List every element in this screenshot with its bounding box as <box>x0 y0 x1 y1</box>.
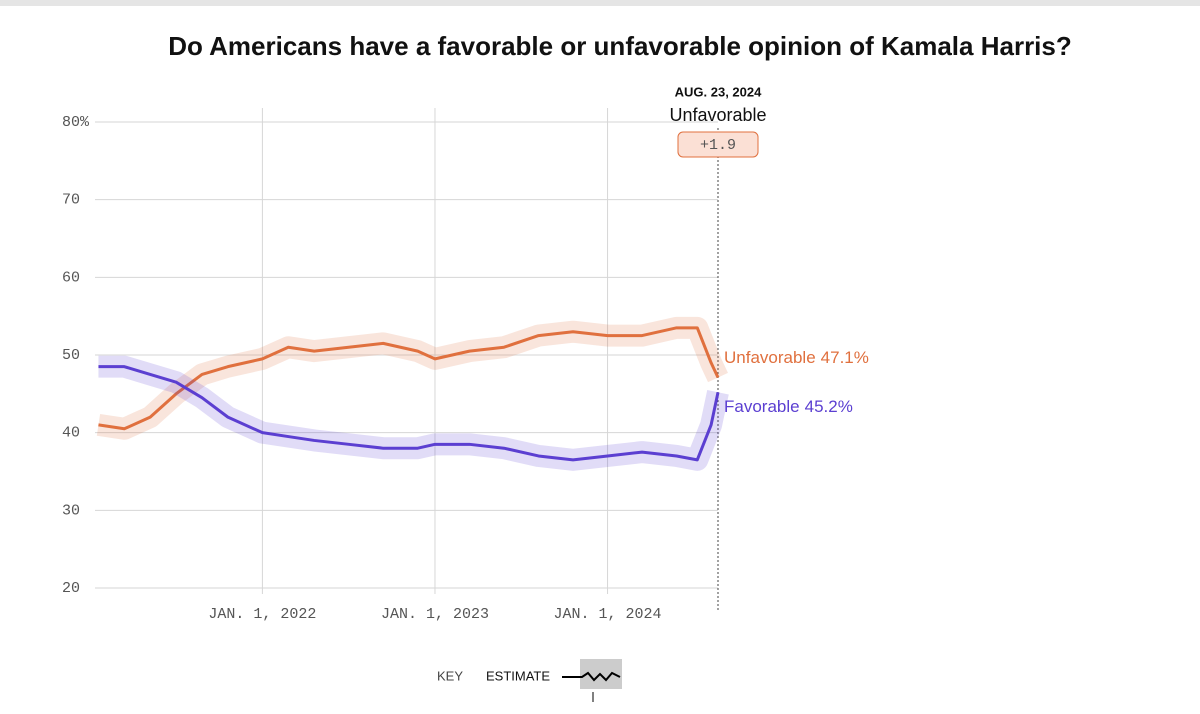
key-label: ESTIMATE <box>486 668 550 683</box>
y-tick-label: 20 <box>62 580 80 597</box>
y-tick-label: 30 <box>62 502 80 519</box>
value-label: 45.2% <box>805 397 853 416</box>
y-tick-label: 40 <box>62 425 80 442</box>
y-tick-label: 80% <box>62 114 90 131</box>
estimate-line <box>98 326 720 431</box>
estimate-band <box>98 355 729 471</box>
annotation-date: AUG. 23, 2024 <box>675 84 762 99</box>
y-tick-label: 70 <box>62 192 80 209</box>
y-tick-label: 60 <box>62 269 80 286</box>
x-tick-label: JAN. 1, 2024 <box>554 606 662 623</box>
x-tick-label: JAN. 1, 2023 <box>381 606 489 623</box>
top-bar <box>0 0 1200 6</box>
chart-title: Do Americans have a favorable or unfavor… <box>168 31 1072 61</box>
annotation-box <box>677 131 759 158</box>
estimate-line <box>98 365 720 462</box>
key-line <box>562 671 621 682</box>
key-title: KEY <box>437 668 463 683</box>
series-label: Favorable <box>724 397 800 416</box>
x-tick-label: JAN. 1, 2022 <box>208 606 316 623</box>
annotation-leader: Unfavorable <box>669 105 766 125</box>
y-tick-label: 50 <box>62 347 80 364</box>
series-label: Unfavorable <box>724 348 816 367</box>
estimate-band <box>96 316 728 440</box>
value-label: 47.1% <box>821 348 869 367</box>
annotation-margin: +1.9 <box>700 137 736 154</box>
